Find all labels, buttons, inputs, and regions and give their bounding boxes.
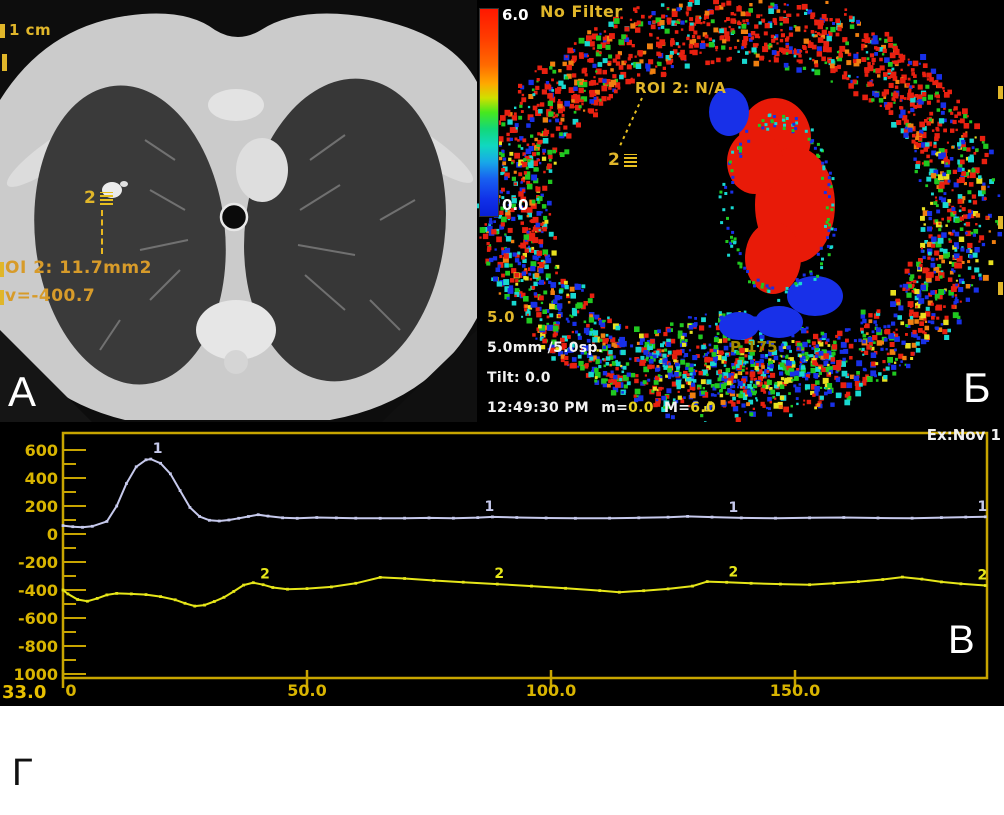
cutoff-text-fragment <box>998 86 1003 99</box>
panel-b-perfusion-map: 6.0 0.0 No Filter ROI 2: N/A 2 5.0 5.0mm… <box>477 0 1004 422</box>
time-density-curves: 600 400 200 0 -200 -400 -600 -800 1000 0 50.0 100.0… <box>0 422 1004 706</box>
scale-tick <box>2 54 7 71</box>
time-label: 12:49:30 PM <box>487 400 590 416</box>
curve-series-2: 2 2 2 2 <box>61 564 987 608</box>
colorbar-min-label: 0.0 <box>502 196 529 214</box>
curve-number-label: 2 <box>729 564 739 580</box>
roi-marker-number: 2 <box>608 150 621 170</box>
svg-text:150.0: 150.0 <box>770 681 821 700</box>
panel-b-letter: Б <box>963 364 991 411</box>
curve-number-label: 1 <box>485 499 495 515</box>
filter-label: No Filter <box>540 2 623 21</box>
svg-text:-200: -200 <box>18 553 58 572</box>
svg-text:-400: -400 <box>18 581 58 600</box>
curve-number-label: 2 <box>977 568 987 584</box>
svg-text:50.0: 50.0 <box>287 681 326 700</box>
svg-text:200: 200 <box>25 497 58 516</box>
roi-marker-hatch-icon <box>100 192 114 205</box>
curve-number-label: 1 <box>153 441 163 457</box>
svg-text:0: 0 <box>47 525 58 544</box>
panel-v-letter: В <box>948 618 975 662</box>
m-small-value: 0.0 <box>628 400 654 416</box>
svg-text:600: 600 <box>25 441 58 460</box>
cutoff-text-fragment <box>0 290 4 305</box>
curve-number-label: 1 <box>729 500 739 516</box>
chart-border <box>61 431 989 680</box>
ct-axial-illustration <box>0 0 477 422</box>
roi-marker-number: 2 <box>84 188 97 208</box>
svg-text:-800: -800 <box>18 637 58 656</box>
m-big-value: 6.0 <box>690 400 716 416</box>
level-label: 5.0 <box>487 308 516 326</box>
roi-area-label: OI 2: 11.7mm2 <box>5 258 152 278</box>
svg-text:1000: 1000 <box>13 665 58 684</box>
curve-number-label: 1 <box>977 499 987 515</box>
lung-vessels <box>99 134 416 351</box>
perfusion-speckle-ring <box>477 0 1002 422</box>
roi-value-label: v=-400.7 <box>5 286 96 306</box>
roi-marker: 2 <box>84 188 114 208</box>
colorbar <box>479 8 499 217</box>
cutoff-text-fragment <box>0 24 5 38</box>
time-status-line: 12:49:30 PM m=0.0 M=6.0 <box>487 400 716 416</box>
svg-text:0: 0 <box>65 681 76 700</box>
roi-dashed-line <box>618 97 643 149</box>
mediastinum-red-region <box>709 88 843 340</box>
panel-a-letter: А <box>8 368 37 415</box>
m-small-label: m= <box>601 400 629 416</box>
panel-v-time-density-chart: 600 400 200 0 -200 -400 -600 -800 1000 0 50.0 100.0… <box>0 422 1004 706</box>
cutoff-text-fragment <box>998 282 1003 295</box>
roi-marker: 2 <box>608 150 638 170</box>
roi-label: ROI 2: N/A <box>635 79 727 97</box>
cutoff-text-fragment <box>998 216 1003 229</box>
panel-g-table-area: Г Количественные показатели перфузии BV … <box>0 706 1004 815</box>
svg-text:100.0: 100.0 <box>526 681 577 700</box>
panel-g-letter: Г <box>12 752 33 794</box>
x-start-label: 33.0 <box>2 682 47 703</box>
svg-text:-600: -600 <box>18 609 58 628</box>
svg-text:400: 400 <box>25 469 58 488</box>
perfusion-map-illustration <box>477 0 1002 422</box>
curve-number-label: 2 <box>494 566 504 582</box>
scale-label: 1 cm <box>9 21 52 39</box>
exam-label: Ex:Nov 1 <box>926 426 1001 444</box>
panel-a-ct-image: 1 cm 2 OI 2: 11.7mm2 v=-400.7 А <box>0 0 477 422</box>
y-axis-ticks <box>63 449 86 675</box>
tilt-label: Tilt: 0.0 <box>487 370 551 386</box>
pressure-label: P 175 <box>730 338 778 356</box>
cutoff-text-fragment <box>0 262 4 277</box>
roi-marker-hatch-icon <box>624 154 638 167</box>
slice-label: 5.0mm /5.0sp. <box>487 340 604 356</box>
curve-number-label: 2 <box>260 567 270 583</box>
x-axis-ticks: 0 50.0 100.0 150.0 <box>61 670 821 700</box>
curve-series-1: 1 1 1 1 <box>61 441 987 529</box>
y-axis-labels: 600 400 200 0 -200 -400 -600 -800 1000 <box>13 441 58 684</box>
roi-dashed-line <box>101 210 103 254</box>
colorbar-max-label: 6.0 <box>502 6 529 24</box>
m-big-label: M= <box>664 400 691 416</box>
